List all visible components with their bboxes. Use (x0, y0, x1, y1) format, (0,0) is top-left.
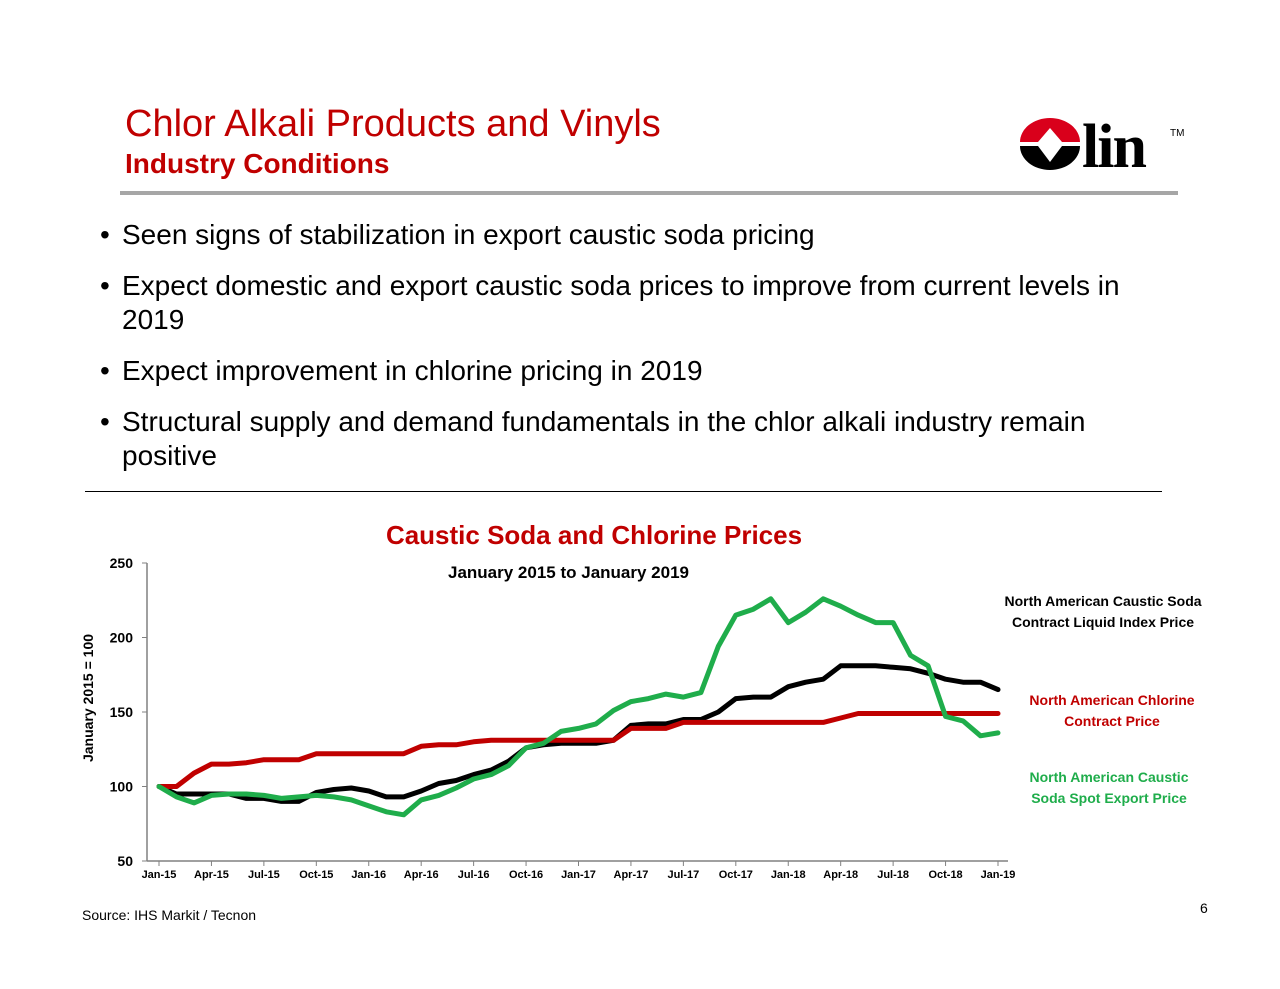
y-tick-label: 50 (117, 853, 133, 869)
svg-text:lin: lin (1082, 116, 1146, 172)
x-tick-label: Oct-18 (928, 869, 962, 881)
legend-chlorine: North American Chlorine Contract Price (1002, 690, 1222, 732)
x-tick-label: Jul-16 (458, 869, 490, 881)
x-tick-label: Apr-17 (614, 869, 649, 881)
legend-caustic-spot: North American Caustic Soda Spot Export … (999, 767, 1219, 809)
legend-line: Soda Spot Export Price (1031, 790, 1187, 806)
legend-line: Contract Price (1064, 713, 1160, 729)
y-tick-label: 200 (110, 630, 134, 646)
legend-caustic-contract: North American Caustic Soda Contract Liq… (993, 591, 1213, 633)
bullet-item: Structural supply and demand fundamental… (100, 405, 1180, 473)
bullet-item: Expect domestic and export caustic soda … (100, 269, 1180, 337)
slide-title: Chlor Alkali Products and Vinyls (125, 103, 661, 145)
legend-line: North American Chlorine (1029, 692, 1195, 708)
x-tick-label: Jan-19 (981, 869, 1016, 881)
x-tick-label: Jul-15 (248, 869, 280, 881)
x-tick-label: Jul-17 (667, 869, 699, 881)
x-tick-label: Apr-16 (404, 869, 439, 881)
x-tick-label: Oct-17 (719, 869, 753, 881)
x-tick-label: Oct-15 (299, 869, 333, 881)
y-tick-label: 150 (110, 704, 134, 720)
x-tick-label: Jan-18 (771, 869, 806, 881)
header-divider (120, 191, 1178, 195)
olin-logo: lin TM (1020, 116, 1184, 172)
series-line-1 (156, 711, 1001, 789)
y-tick-label: 100 (110, 779, 134, 795)
x-tick-label: Oct-16 (509, 869, 543, 881)
chart-subtitle: January 2015 to January 2019 (448, 563, 689, 582)
legend-line: North American Caustic (1029, 769, 1189, 785)
bullet-item: Expect improvement in chlorine pricing i… (100, 354, 1180, 388)
x-tick-label: Apr-15 (194, 869, 229, 881)
chart-title: Caustic Soda and Chlorine Prices (385, 520, 803, 550)
slide-subtitle: Industry Conditions (125, 148, 390, 179)
y-tick-label: 250 (110, 555, 134, 571)
x-tick-label: Jan-15 (142, 869, 177, 881)
x-tick-label: Jul-18 (877, 869, 909, 881)
section-divider (85, 491, 1162, 492)
page-number: 6 (1200, 900, 1208, 916)
x-tick-label: Jan-17 (561, 869, 596, 881)
bullet-list: Seen signs of stabilization in export ca… (100, 218, 1180, 490)
legend-line: Contract Liquid Index Price (1011, 614, 1195, 630)
x-tick-label: Apr-18 (823, 869, 858, 881)
series-line-0 (156, 663, 1001, 804)
x-tick-label: Jan-16 (351, 869, 386, 881)
bullet-item: Seen signs of stabilization in export ca… (100, 218, 1180, 252)
svg-text:TM: TM (1170, 128, 1184, 139)
series-line-2 (156, 596, 1001, 818)
legend-line: North American Caustic Soda (1004, 593, 1202, 609)
source-note: Source: IHS Markit / Tecnon (82, 907, 257, 923)
